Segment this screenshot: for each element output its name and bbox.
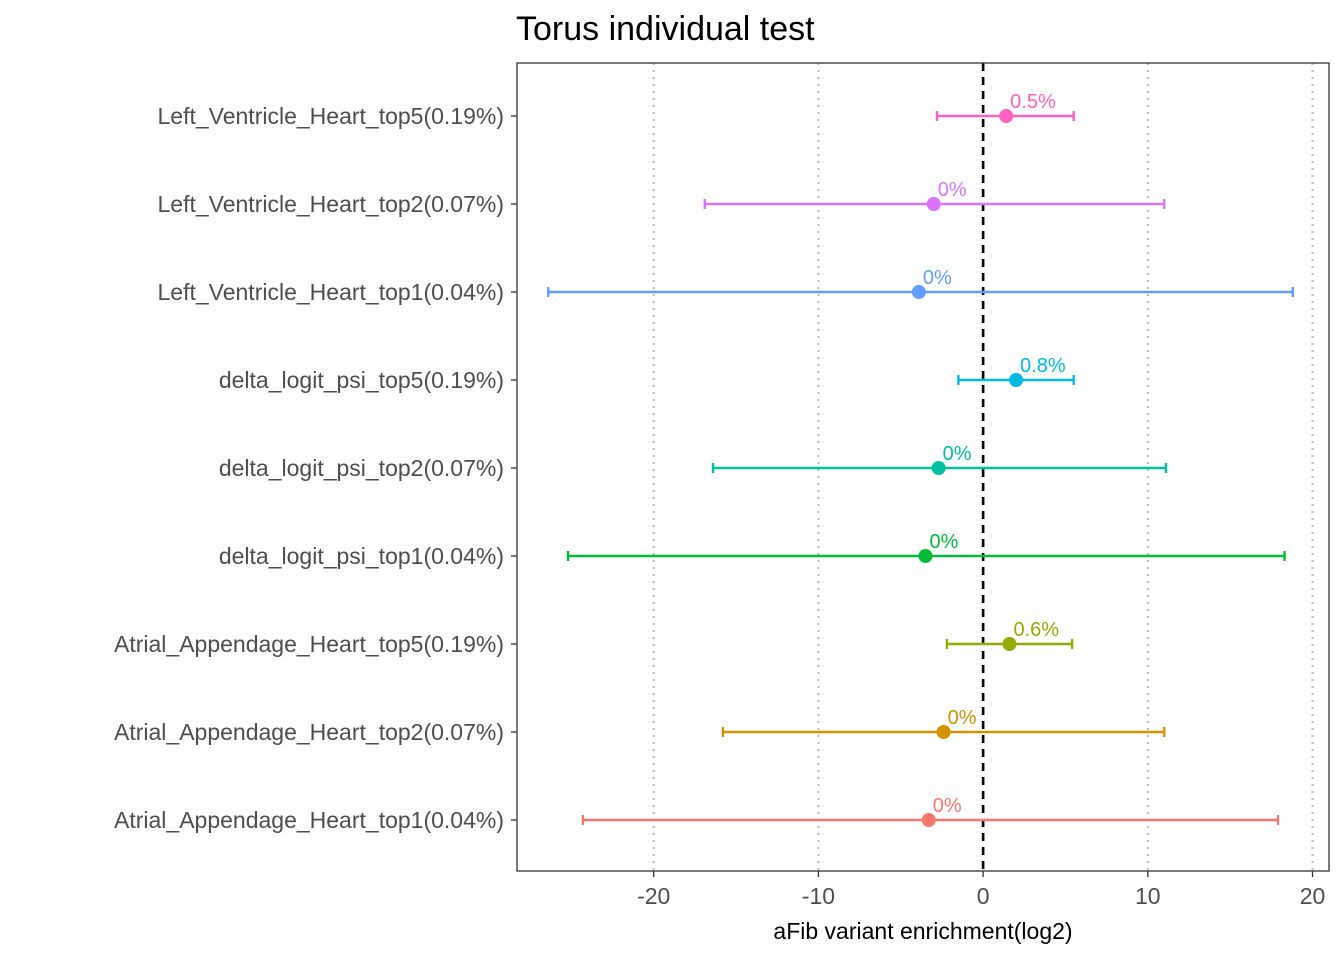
y-tick-label: Left_Ventricle_Heart_top1(0.04%) <box>158 279 505 305</box>
x-tick-label: -20 <box>637 883 670 909</box>
y-tick-label: delta_logit_psi_top5(0.19%) <box>219 367 504 393</box>
series-row: 0.5% <box>935 91 1075 123</box>
y-tick-label: Atrial_Appendage_Heart_top1(0.04%) <box>114 807 504 833</box>
x-tick-label: -10 <box>802 883 835 909</box>
estimate-point <box>1009 373 1024 387</box>
series-row: 0% <box>703 179 1166 211</box>
series-row: 0.6% <box>945 619 1074 651</box>
series-row: 0% <box>721 707 1166 739</box>
series-row: 0% <box>547 267 1294 299</box>
grid-layer <box>652 63 1314 871</box>
point-annotation: 0.5% <box>1010 91 1056 113</box>
series-row: 0% <box>581 795 1280 827</box>
estimate-point <box>911 285 926 299</box>
y-tick-label: delta_logit_psi_top2(0.07%) <box>219 455 504 481</box>
series-row: 0% <box>566 531 1286 563</box>
point-annotation: 0% <box>929 531 958 553</box>
estimate-point <box>921 813 936 827</box>
y-tick-label: delta_logit_psi_top1(0.04%) <box>219 543 504 569</box>
series-row: 0% <box>711 443 1168 475</box>
point-annotation: 0% <box>923 267 952 289</box>
x-tick-label: 0 <box>977 883 990 909</box>
x-axis: -20 -10 0 10 20 <box>637 871 1325 909</box>
series-row: 0.8% <box>957 355 1075 387</box>
point-annotation: 0% <box>938 179 967 201</box>
point-annotation: 0% <box>933 795 962 817</box>
y-tick-label: Atrial_Appendage_Heart_top5(0.19%) <box>114 631 504 657</box>
y-tick-label: Atrial_Appendage_Heart_top2(0.07%) <box>114 719 504 745</box>
chart-title: Torus individual test <box>516 10 815 48</box>
y-axis: Left_Ventricle_Heart_top5(0.19%) Left_Ven… <box>114 103 517 833</box>
point-annotation: 0.8% <box>1020 355 1066 377</box>
point-annotation: 0.6% <box>1013 619 1059 641</box>
estimate-point <box>931 461 946 475</box>
estimate-point <box>918 549 933 563</box>
x-tick-label: 10 <box>1135 883 1161 909</box>
y-tick-label: Left_Ventricle_Heart_top2(0.07%) <box>158 191 505 217</box>
plot-panel-border <box>516 62 1330 872</box>
estimate-point <box>936 725 951 739</box>
point-annotation: 0% <box>943 443 972 465</box>
point-annotation: 0% <box>948 707 977 729</box>
estimate-point <box>926 197 941 211</box>
x-axis-label: aFib variant enrichment(log2) <box>773 918 1072 944</box>
estimate-point <box>1002 637 1017 651</box>
series-layer: 0.5% 0% 0% 0.8% 0% 0% 0.6% 0% 0% <box>547 91 1294 827</box>
x-tick-label: 20 <box>1300 883 1326 909</box>
estimate-point <box>999 109 1014 123</box>
y-tick-label: Left_Ventricle_Heart_top5(0.19%) <box>158 103 505 129</box>
